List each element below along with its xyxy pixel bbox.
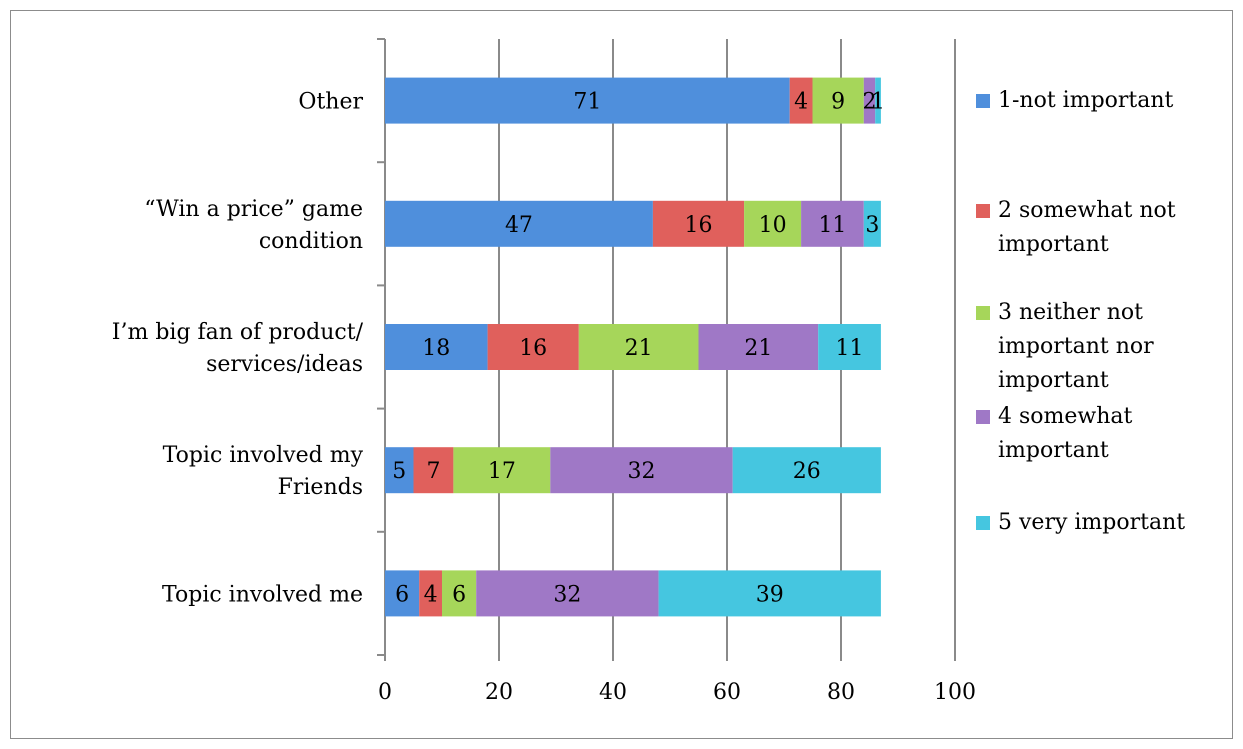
bar-segment: [385, 200, 653, 247]
data-label: 16: [685, 213, 713, 238]
x-tick-label: 20: [485, 680, 513, 705]
bar-segment: [476, 570, 659, 617]
legend-label: 1-not important: [998, 88, 1174, 113]
legend-label: 5 very important: [998, 510, 1185, 535]
legend-label: important: [998, 232, 1109, 257]
bar-segment: [698, 324, 819, 370]
x-tick-label: 60: [713, 680, 741, 705]
data-label: 21: [625, 336, 653, 361]
data-label: 16: [519, 336, 547, 361]
data-label: 7: [426, 459, 440, 484]
data-label: 2: [863, 90, 877, 115]
legend-label: 4 somewhat: [998, 404, 1133, 429]
data-label: 6: [452, 582, 466, 607]
bar-segment: [801, 200, 864, 247]
category-label: services/ideas: [206, 352, 363, 377]
data-label: 32: [553, 582, 581, 607]
legend-swatch: [976, 410, 990, 424]
legend-label: important: [998, 368, 1109, 393]
bar-segment: [442, 570, 477, 617]
bar-segment: [652, 200, 745, 247]
legend-label: important nor: [998, 334, 1154, 359]
bar-segment: [385, 77, 790, 124]
bar-segment: [419, 570, 442, 617]
bar-segment: [812, 77, 864, 124]
bar-segment: [863, 200, 881, 247]
bar-segment: [453, 447, 551, 494]
data-label: 3: [865, 213, 879, 238]
data-label: 32: [628, 459, 656, 484]
data-label: 11: [818, 213, 846, 238]
data-label: 6: [395, 582, 409, 607]
legend-swatch: [976, 204, 990, 218]
x-tick-label: 80: [827, 680, 855, 705]
bar-segment: [658, 570, 881, 617]
bar-segment: [385, 324, 488, 370]
data-label: 26: [793, 459, 821, 484]
chart-frame: 0 20 40 60 80 100 71 4 9 2 1 Other 47 16 10 11 3 “Win a p…: [10, 10, 1233, 739]
category-label: condition: [259, 229, 363, 254]
data-label: 11: [836, 336, 864, 361]
x-tick-label: 40: [599, 680, 627, 705]
legend-swatch: [976, 94, 990, 108]
legend-label: 3 neither not: [998, 300, 1143, 325]
data-label: 39: [756, 582, 784, 607]
bar-segment: [863, 77, 876, 124]
x-tick-label: 100: [934, 680, 976, 705]
data-label: 4: [424, 582, 438, 607]
data-label: 71: [573, 90, 601, 115]
legend-label: important: [998, 438, 1109, 463]
bar-segment: [385, 570, 420, 617]
bar-segment: [550, 447, 733, 494]
bar-segment: [875, 77, 881, 124]
category-label: Topic involved my: [163, 443, 364, 468]
legend-label: 2 somewhat not: [998, 198, 1176, 223]
category-label: I’m big fan of product/: [112, 320, 364, 345]
bar-segment: [578, 324, 699, 370]
x-tick-label: 0: [378, 680, 392, 705]
category-label: Topic involved me: [162, 582, 363, 607]
bar-segment: [732, 447, 881, 494]
bar-segment: [487, 324, 579, 370]
data-label: 9: [831, 90, 845, 115]
data-label: 18: [422, 336, 450, 361]
legend-swatch: [976, 306, 990, 320]
bar-segment: [789, 77, 813, 124]
data-label: 21: [744, 336, 772, 361]
bar-segment: [413, 447, 454, 494]
data-label: 47: [505, 213, 533, 238]
data-label: 4: [794, 90, 808, 115]
legend-swatch: [976, 516, 990, 530]
category-label: Friends: [278, 475, 363, 500]
data-label: 17: [488, 459, 516, 484]
category-label: “Win a price” game: [144, 197, 363, 222]
bar-segment: [744, 200, 802, 247]
data-label: 5: [392, 459, 406, 484]
data-label: 10: [759, 213, 787, 238]
bar-segment: [818, 324, 881, 370]
category-label: Other: [298, 90, 363, 115]
bar-segment: [385, 447, 414, 494]
data-label: 1: [871, 90, 885, 115]
